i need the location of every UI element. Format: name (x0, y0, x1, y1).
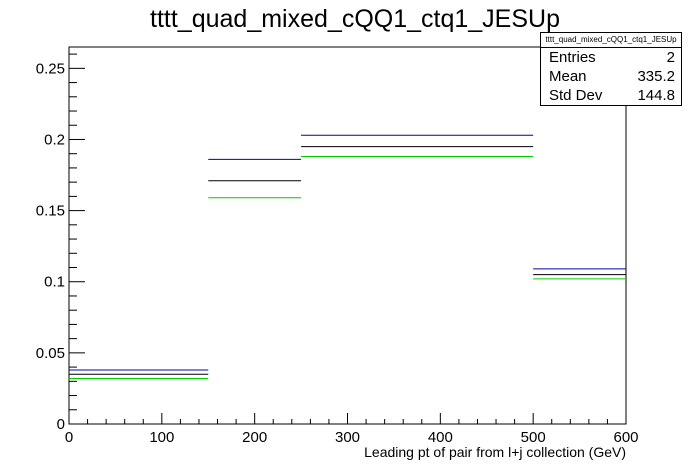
stats-row-entries: Entries 2 (541, 48, 681, 67)
stats-label: Std Dev (549, 87, 603, 104)
stats-label: Mean (549, 68, 587, 85)
x-tick-label: 400 (428, 429, 453, 446)
stats-box: tttt_quad_mixed_cQQ1_ctq1_JESUp Entries … (540, 32, 682, 106)
y-tick-label: 0 (57, 416, 65, 433)
x-tick-label: 300 (335, 429, 360, 446)
y-tick-label: 0.1 (44, 274, 65, 291)
y-tick-label: 0.05 (36, 345, 65, 362)
stats-row-stddev: Std Dev 144.8 (541, 86, 681, 105)
y-axis: 0 0.05 0.1 0.15 0.2 0.25 (36, 53, 85, 433)
histogram-bars (69, 134, 626, 379)
x-tick-label: 0 (65, 429, 73, 446)
x-tick-label: 500 (521, 429, 546, 446)
y-tick-label: 0.2 (44, 131, 65, 148)
y-tick-label: 0.15 (36, 203, 65, 220)
stats-value: 335.2 (637, 68, 675, 85)
chart-title: tttt_quad_mixed_cQQ1_ctq1_JESUp (150, 5, 560, 33)
x-axis: 0 100 200 300 400 500 600 (65, 413, 639, 446)
stats-value: 144.8 (637, 87, 675, 104)
stats-box-title: tttt_quad_mixed_cQQ1_ctq1_JESUp (541, 33, 681, 48)
stats-value: 2 (666, 49, 675, 66)
x-axis-label: Leading pt of pair from l+j collection (… (364, 444, 626, 460)
x-tick-label: 200 (242, 429, 267, 446)
y-tick-label: 0.25 (36, 60, 65, 77)
stats-label: Entries (549, 49, 596, 66)
x-tick-label: 600 (613, 429, 638, 446)
stats-row-mean: Mean 335.2 (541, 67, 681, 86)
x-tick-label: 100 (149, 429, 174, 446)
